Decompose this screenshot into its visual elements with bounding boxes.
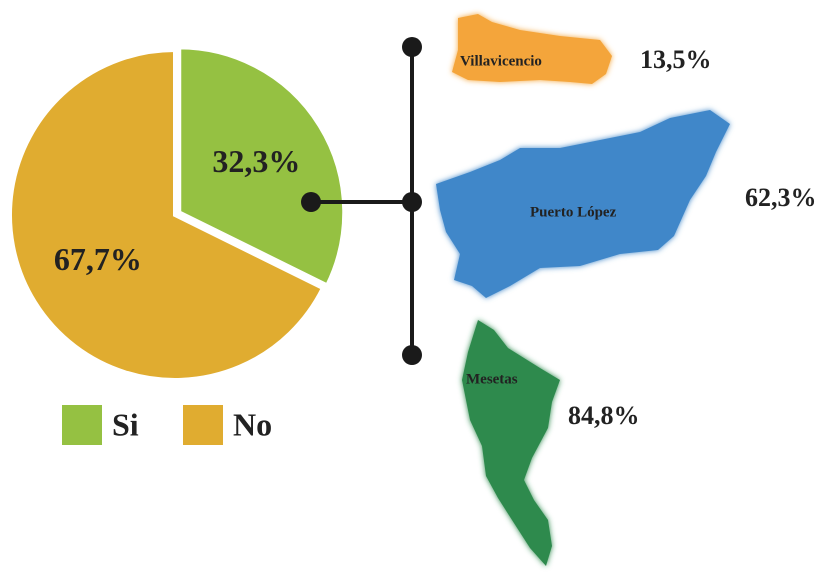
pie-slice [8,47,326,382]
connector-dot [402,345,422,365]
legend: Si No [62,405,272,445]
legend-label: Si [112,406,139,442]
slice-label: 32,3% [212,143,300,179]
connector-dot [402,37,422,57]
region-value: 84,8% [568,401,640,430]
legend-swatch [183,405,223,445]
connector-dot [301,192,321,212]
region-value: 13,5% [640,45,712,74]
pie-slice [177,45,347,289]
pie: 32,3% 67,7% [8,45,347,382]
legend-label: No [233,406,272,442]
region-name: Puerto López [530,204,617,220]
connector-dot [402,192,422,212]
map-mesetas [462,320,560,566]
map-puerto-lopez [436,110,730,298]
region-name: Mesetas [466,371,518,387]
map-villavicencio [452,14,612,84]
region-value: 62,3% [745,183,817,212]
legend-swatch [62,405,102,445]
region-name: Villavicencio [460,53,542,69]
slice-label: 67,7% [54,241,142,277]
